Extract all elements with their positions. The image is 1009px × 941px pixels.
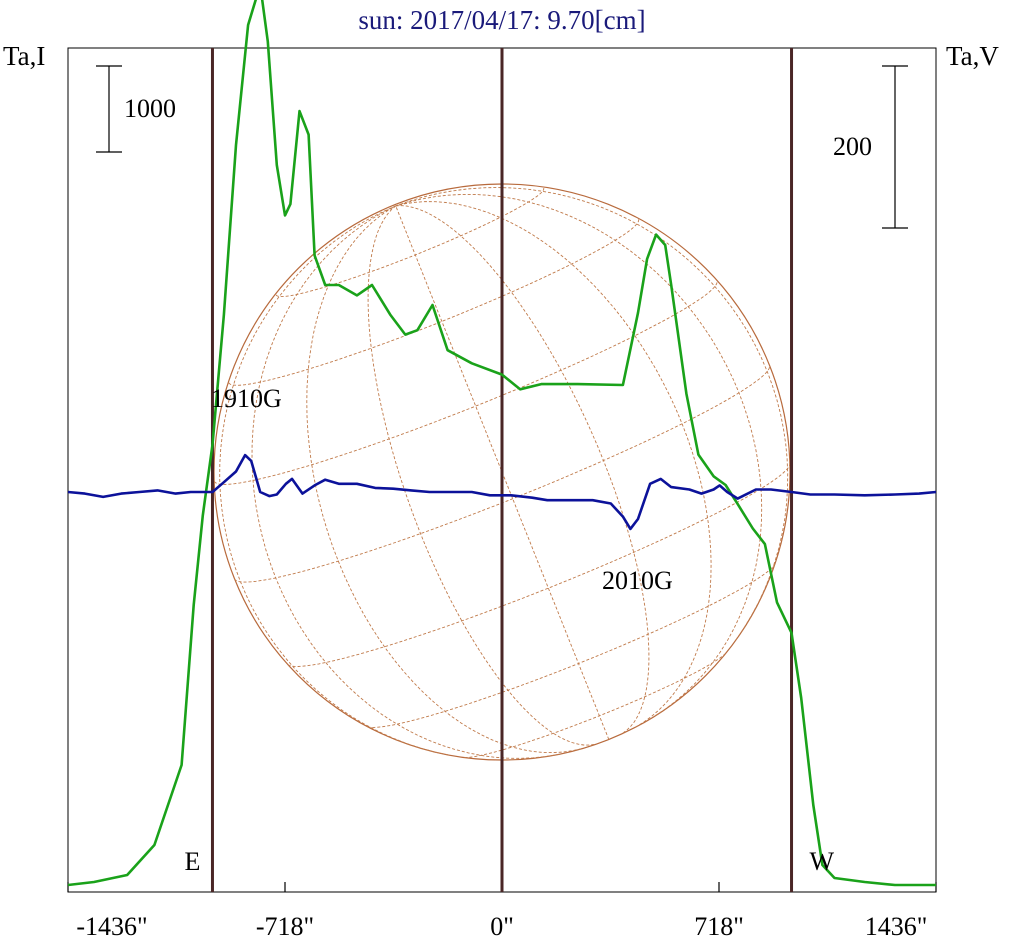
longitude-line (367, 205, 595, 746)
x-tick-labels: -1436" -718" 0" 718" 1436" (76, 912, 927, 941)
longitude-line (251, 205, 559, 759)
longitude-line (395, 193, 763, 717)
right-axis-label: Ta,V (946, 41, 999, 71)
limb-label-east: E (184, 847, 200, 876)
series-line-intensity (67, 0, 936, 887)
x-tick-label: 1436" (865, 912, 928, 941)
heliographic-grid (213, 187, 791, 759)
x-tick-label: -1436" (76, 912, 147, 941)
x-tick-label: 718" (694, 912, 744, 941)
x-tick-label: -718" (256, 912, 314, 941)
longitude-line (395, 201, 712, 728)
series-line-polarization (67, 453, 937, 531)
chart-title: sun: 2017/04/17: 9.70[cm] (358, 5, 645, 35)
longitude-line (219, 205, 449, 756)
left-scale-bar-label: 1000 (124, 94, 176, 123)
longitude-line (395, 205, 610, 740)
annotation-2010g: 2010G (602, 566, 673, 595)
reference-lines (210, 48, 794, 892)
annotation-1910g: 1910G (211, 384, 282, 413)
longitude-line (395, 187, 789, 641)
right-scale-bar: 200 (833, 65, 908, 229)
left-axis-label: Ta,I (3, 41, 45, 71)
limb-label-west: W (810, 847, 835, 876)
right-scale-bar-label: 200 (833, 132, 872, 161)
x-tick-label: 0" (490, 912, 514, 941)
left-scale-bar: 1000 (96, 65, 176, 153)
longitude-line (395, 205, 650, 734)
longitude-line (306, 205, 582, 754)
